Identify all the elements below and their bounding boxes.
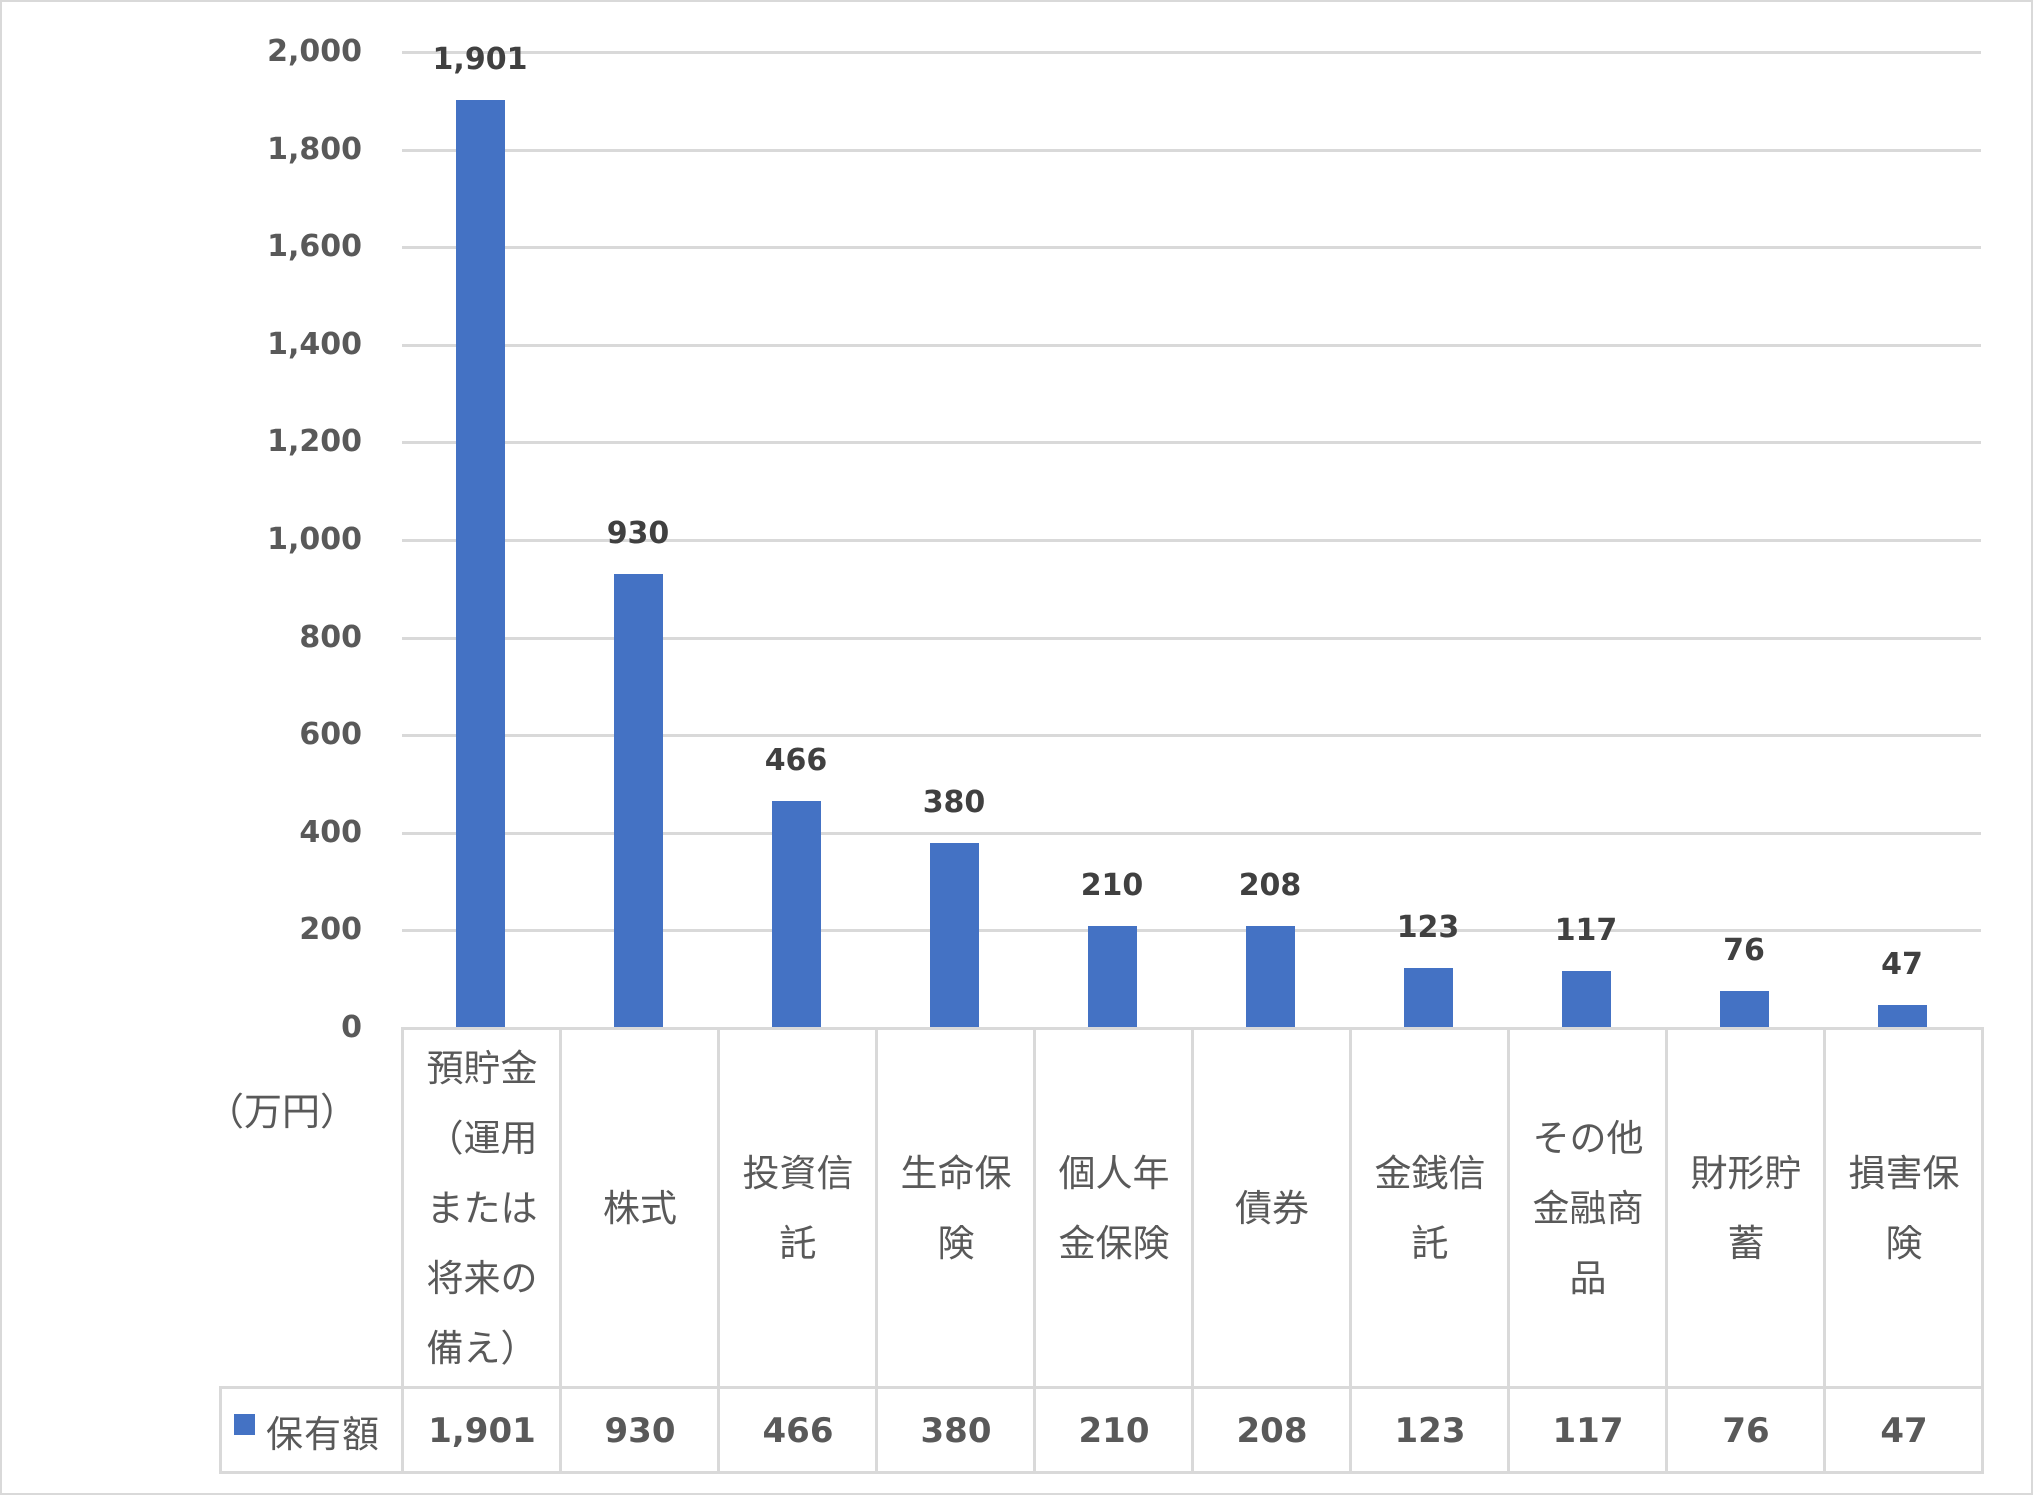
- gridline: [402, 636, 1981, 640]
- gridline: [402, 246, 1981, 250]
- y-tick-label: 400: [299, 814, 362, 850]
- value-cell: 1,901: [428, 1410, 536, 1451]
- category-cell: 株式: [561, 1031, 719, 1386]
- category-label: 個人年金保険: [1058, 1151, 1170, 1265]
- table-border: [219, 1386, 222, 1474]
- y-tick-label: 800: [299, 619, 362, 655]
- bar[interactable]: [1245, 926, 1295, 1028]
- table-border: [219, 1471, 1983, 1474]
- category-cell: 金銭信託: [1351, 1031, 1509, 1386]
- value-cell: 47: [1880, 1410, 1928, 1451]
- category-cell: 預貯金（運用または将来の備え）: [403, 1031, 561, 1386]
- bar-data-label: 76: [1723, 932, 1765, 968]
- table-border: [875, 1027, 878, 1474]
- table-border: [1191, 1027, 1194, 1474]
- bar-data-label: 210: [1080, 867, 1144, 903]
- category-label: 損害保険: [1848, 1151, 1960, 1265]
- gridline: [402, 929, 1981, 933]
- table-border: [401, 1027, 404, 1474]
- table-border: [1507, 1027, 1510, 1474]
- legend-cell: 保有額: [222, 1389, 401, 1472]
- category-label: その他金融商品: [1532, 1116, 1644, 1300]
- category-label: 財形貯蓄: [1690, 1151, 1802, 1265]
- table-border: [717, 1027, 720, 1474]
- value-cell: 208: [1236, 1410, 1308, 1451]
- bar[interactable]: [771, 800, 821, 1028]
- category-cell: その他金融商品: [1509, 1031, 1667, 1386]
- table-border: [1665, 1027, 1668, 1474]
- table-border: [559, 1027, 562, 1474]
- bar[interactable]: [929, 842, 979, 1028]
- gridline: [402, 51, 1981, 54]
- category-cell: 生命保険: [877, 1031, 1035, 1386]
- y-tick-label: 200: [299, 912, 362, 948]
- y-axis-unit-label: （万円）: [206, 1090, 359, 1134]
- bar-data-label: 930: [606, 516, 670, 552]
- table-border: [1033, 1027, 1036, 1474]
- gridline: [402, 539, 1981, 542]
- y-tick-label: 1,600: [267, 229, 362, 265]
- table-border: [1349, 1027, 1352, 1474]
- category-label: 投資信託: [742, 1151, 854, 1265]
- bar-data-label: 123: [1396, 909, 1460, 945]
- bar-data-label: 47: [1881, 947, 1923, 983]
- y-tick-label: 0: [341, 1010, 362, 1045]
- gridline: [402, 441, 1981, 445]
- category-label: 預貯金（運用または将来の備え）: [426, 1046, 538, 1370]
- value-cell: 380: [920, 1410, 992, 1451]
- value-cell: 210: [1078, 1410, 1150, 1451]
- legend-swatch-icon: [234, 1414, 255, 1435]
- value-cell: 930: [604, 1410, 676, 1451]
- value-cell: 466: [762, 1410, 834, 1451]
- category-cell: 債券: [1193, 1031, 1351, 1386]
- bar-data-label: 466: [764, 742, 828, 778]
- bar[interactable]: [1403, 967, 1453, 1028]
- category-cell: 投資信託: [719, 1031, 877, 1386]
- category-cell: 個人年金保険: [1035, 1031, 1193, 1386]
- category-cell: 財形貯蓄: [1667, 1031, 1825, 1386]
- y-tick-label: 1,000: [267, 522, 362, 557]
- bar[interactable]: [1877, 1005, 1927, 1028]
- bar-data-label: 208: [1238, 868, 1302, 904]
- bar[interactable]: [613, 574, 663, 1028]
- gridline: [402, 734, 1981, 738]
- table-border: [1981, 1027, 1984, 1474]
- legend-label: 保有額: [266, 1412, 380, 1456]
- category-cell: 損害保険: [1825, 1031, 1983, 1386]
- y-tick-label: 1,200: [267, 424, 362, 460]
- y-tick-label: 2,000: [267, 34, 362, 69]
- table-border: [1823, 1027, 1826, 1474]
- category-label: 債券: [1235, 1186, 1309, 1230]
- category-label: 株式: [603, 1186, 677, 1230]
- category-label: 金銭信託: [1374, 1151, 1486, 1265]
- value-cell: 123: [1394, 1410, 1466, 1451]
- value-cell: 76: [1722, 1410, 1770, 1451]
- table-border: [219, 1386, 1983, 1389]
- value-cell: 117: [1552, 1410, 1624, 1451]
- bar[interactable]: [1561, 970, 1611, 1028]
- bar-data-label: 117: [1554, 912, 1618, 948]
- bar[interactable]: [1087, 925, 1137, 1028]
- bar[interactable]: [1719, 990, 1769, 1028]
- gridline: [402, 148, 1981, 152]
- gridline: [402, 343, 1981, 347]
- gridline: [402, 831, 1981, 835]
- y-tick-label: 1,800: [267, 131, 362, 167]
- bar-data-label: 380: [922, 784, 986, 820]
- bar-data-label: 1,901: [432, 42, 528, 78]
- y-tick-label: 1,400: [267, 326, 362, 362]
- bar[interactable]: [455, 100, 505, 1028]
- category-label: 生命保険: [900, 1151, 1012, 1265]
- y-tick-label: 600: [299, 717, 362, 753]
